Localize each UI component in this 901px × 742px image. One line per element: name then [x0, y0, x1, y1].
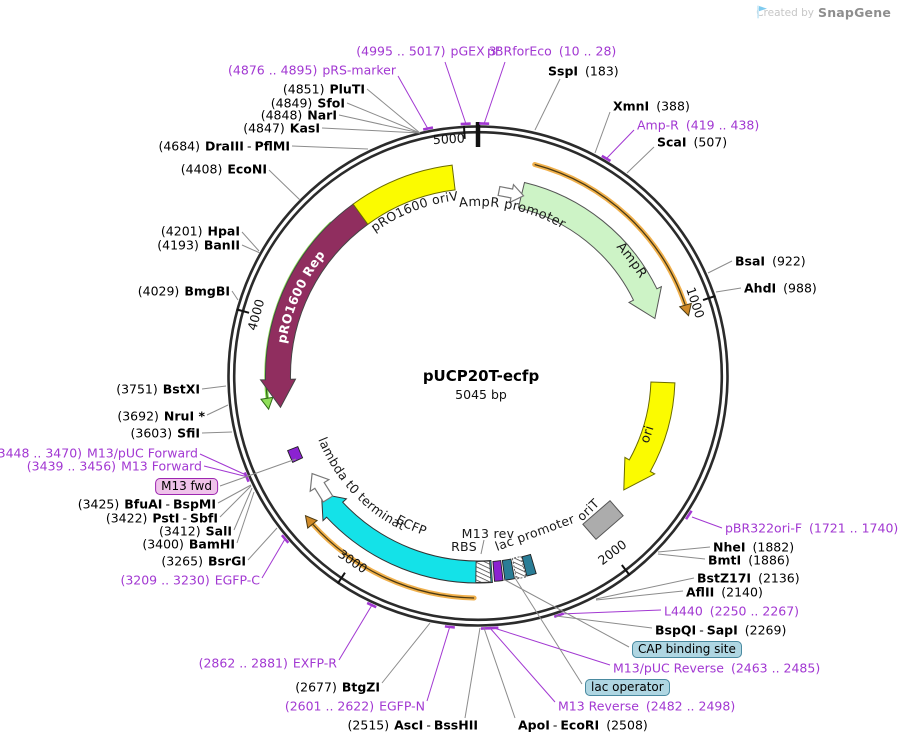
leader-line: [555, 615, 653, 629]
leader-line: [268, 169, 301, 201]
leader-line: [715, 287, 742, 293]
leader-line: [594, 111, 611, 154]
leader-line: [397, 75, 429, 130]
orf-arrowhead: [678, 302, 692, 317]
leader-line: [241, 231, 260, 252]
leader-line: [493, 627, 611, 666]
feature-lac-promoter-spacer[interactable]: [511, 555, 527, 580]
orf-arc-core: [534, 163, 686, 305]
leader-line: [219, 485, 252, 518]
leader-line: [657, 553, 706, 560]
leader-line: [366, 88, 421, 134]
leader-line: [338, 604, 373, 661]
leader-line: [605, 129, 635, 160]
tick-mark: [236, 308, 250, 314]
feature-pro1600-oriv-arc[interactable]: [352, 164, 456, 225]
leader-line: [626, 146, 655, 174]
leader-line: [233, 487, 253, 531]
leader-line: [338, 114, 421, 134]
leader-line: [559, 609, 662, 615]
feature-label-lambda-t0-terminator[interactable]: lambda t0 terminator: [0, 0, 408, 533]
feature-ori-arrow[interactable]: [623, 381, 676, 491]
tick-label: 3000: [335, 546, 370, 576]
leader-line: [321, 127, 421, 134]
watermark-created-by: Created by: [756, 6, 814, 19]
snapgene-watermark: Created by SnapGene: [756, 5, 891, 20]
leader-line: [236, 491, 255, 544]
feature-ampr-promoter-arrow[interactable]: [497, 182, 525, 204]
leader-line: [261, 538, 286, 579]
leader-line: [291, 145, 369, 150]
leader-line: [534, 78, 561, 131]
leader-line: [514, 577, 583, 685]
leader-line: [201, 431, 233, 434]
feature-pro1600-rep-arrow[interactable]: [259, 203, 369, 409]
feature-m13-rev-box[interactable]: [492, 560, 504, 582]
leader-line: [219, 458, 297, 487]
tick-label: 5000: [432, 130, 465, 147]
leader-line: [489, 627, 556, 703]
leader-line: [707, 260, 733, 274]
leader-line: [595, 577, 695, 600]
leader-line: [199, 453, 247, 476]
leader-line: [206, 404, 229, 416]
feature-lac-operator-box[interactable]: [521, 553, 537, 577]
label-divider-line: [480, 539, 485, 555]
leader-line: [483, 61, 506, 125]
tick-mark: [702, 294, 716, 302]
leader-line: [203, 465, 249, 478]
leader-line: [504, 579, 630, 648]
leader-line: [444, 61, 467, 125]
primer-site-mark: [684, 510, 693, 520]
feature-label-ori[interactable]: ori: [638, 424, 658, 445]
watermark-brand: SnapGene: [818, 5, 891, 20]
tick-mark: [621, 564, 631, 576]
plasmid-title: pUCP20T-ecfp: [423, 367, 540, 385]
leader-line: [381, 622, 431, 684]
tick-mark: [462, 125, 466, 139]
tick-mark: [336, 572, 346, 585]
orf-arc-core: [312, 524, 475, 599]
leader-line: [426, 625, 451, 702]
leader-line: [231, 290, 239, 301]
snapgene-logo-icon: [757, 5, 768, 19]
plasmid-size: 5045 bp: [455, 387, 507, 402]
feature-label-rbs[interactable]: RBS: [451, 539, 477, 554]
tick-label: 2000: [595, 537, 629, 568]
leader-line: [201, 385, 227, 390]
leader-line: [691, 516, 723, 529]
feature-m13-fwd-site[interactable]: [287, 446, 304, 463]
leader-line: [595, 590, 684, 601]
leader-line: [247, 527, 278, 561]
feature-lambda-t0-arrow[interactable]: [303, 468, 338, 505]
leader-line: [346, 102, 421, 134]
leader-line: [241, 244, 261, 254]
tick-label: 4000: [244, 297, 267, 332]
feature-ampr-arrow[interactable]: [517, 181, 663, 320]
leader-line: [657, 546, 711, 553]
leader-line: [464, 627, 481, 719]
primer-site-mark: [280, 534, 290, 544]
feature-label-ecfp[interactable]: ECFP: [394, 512, 429, 539]
feature-rbs-box[interactable]: [475, 560, 492, 583]
feature-orit-box[interactable]: [582, 499, 624, 541]
feature-lac-promoter-box-1[interactable]: [501, 558, 516, 581]
orf-arrowhead: [304, 514, 319, 529]
leader-line: [217, 484, 252, 504]
orf-arrowhead: [260, 396, 274, 411]
feature-label-m13-rev[interactable]: M13 rev: [462, 526, 515, 541]
leader-line: [483, 627, 516, 719]
